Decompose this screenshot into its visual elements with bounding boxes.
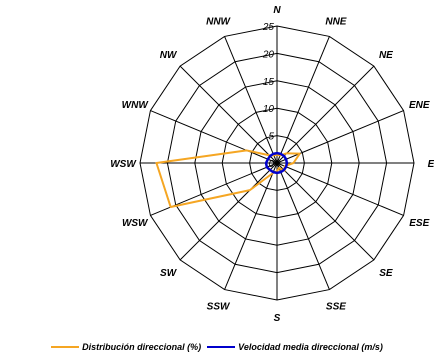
direction-label-9: SSW bbox=[207, 301, 231, 312]
direction-label-15: NNW bbox=[206, 17, 231, 28]
direction-label-7: SSE bbox=[326, 301, 346, 312]
radial-tick-20: 20 bbox=[262, 49, 275, 60]
legend-swatch-velocity bbox=[207, 346, 236, 348]
grid-spoke-1 bbox=[276, 36, 330, 164]
grid-spoke-14 bbox=[179, 65, 278, 164]
polar-grid bbox=[139, 25, 415, 301]
legend-label-distribution: Distribución direccional (%) bbox=[82, 342, 202, 352]
direction-label-6: SE bbox=[379, 268, 393, 279]
direction-label-1: NNE bbox=[325, 17, 346, 28]
direction-label-11: WSW bbox=[122, 218, 149, 229]
radial-tick-25: 25 bbox=[262, 22, 275, 33]
grid-spoke-6 bbox=[276, 162, 375, 261]
series-line-1 bbox=[264, 151, 289, 175]
direction-label-8: S bbox=[274, 313, 281, 324]
radial-tick-5: 5 bbox=[268, 132, 274, 143]
direction-label-2: NE bbox=[379, 50, 393, 61]
grid-spoke-10 bbox=[179, 162, 278, 261]
direction-label-12: WSW bbox=[110, 159, 137, 170]
direction-label-14: NW bbox=[160, 50, 178, 61]
legend-swatch-distribution bbox=[51, 346, 80, 348]
grid-spoke-13 bbox=[150, 110, 278, 164]
legend-label-velocity: Velocidad media direccional (m/s) bbox=[238, 342, 383, 352]
radial-tick-15: 15 bbox=[263, 77, 275, 88]
direction-label-4: E bbox=[428, 159, 434, 170]
series-layer bbox=[155, 149, 301, 209]
grid-spoke-15 bbox=[224, 36, 278, 164]
direction-label-0: N bbox=[273, 5, 281, 16]
grid-spoke-5 bbox=[276, 162, 404, 216]
grid-spoke-2 bbox=[276, 65, 375, 164]
radial-tick-labels: 0 5 10 15 20 25 bbox=[262, 22, 275, 170]
direction-labels: N NNE NE ENE E ESE SE SSE S SSW SW WSW WSW WNW NW NNW bbox=[110, 5, 434, 324]
radial-tick-10: 10 bbox=[263, 104, 275, 115]
legend-item-distribution: Distribución direccional (%) bbox=[51, 342, 201, 352]
legend-item-velocity: Velocidad media direccional (m/s) bbox=[207, 342, 383, 352]
grid-spoke-7 bbox=[276, 162, 330, 290]
direction-label-10: SW bbox=[160, 268, 178, 279]
direction-label-13: WNW bbox=[122, 100, 150, 111]
direction-label-3: ENE bbox=[409, 100, 430, 111]
legend: Distribución direccional (%) Velocidad m… bbox=[0, 340, 434, 354]
radial-tick-0: 0 bbox=[268, 159, 274, 170]
grid-spoke-9 bbox=[224, 162, 278, 290]
series-line-0 bbox=[155, 149, 301, 209]
direction-label-5: ESE bbox=[409, 218, 429, 229]
